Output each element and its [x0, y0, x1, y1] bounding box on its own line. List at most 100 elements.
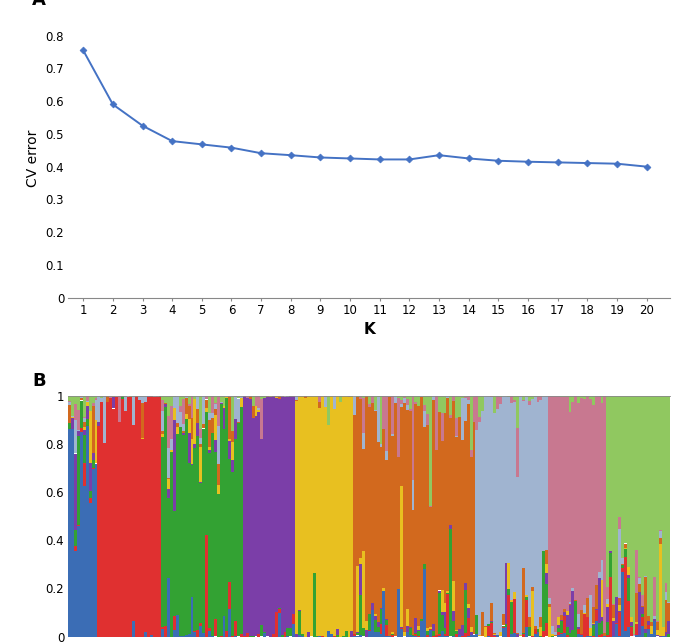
- Bar: [373, 396, 377, 410]
- Bar: [568, 604, 571, 605]
- Bar: [508, 396, 510, 397]
- Bar: [656, 635, 659, 637]
- Bar: [484, 396, 487, 626]
- Bar: [182, 636, 185, 637]
- Bar: [275, 611, 278, 637]
- Bar: [601, 617, 603, 621]
- Bar: [92, 468, 94, 469]
- Bar: [644, 396, 647, 575]
- Bar: [560, 397, 563, 615]
- Bar: [429, 627, 432, 629]
- Bar: [217, 396, 220, 397]
- Bar: [153, 397, 156, 637]
- Bar: [147, 396, 150, 397]
- Bar: [228, 582, 231, 608]
- Bar: [475, 430, 478, 615]
- Bar: [161, 437, 164, 627]
- Bar: [470, 635, 473, 637]
- Bar: [621, 568, 624, 572]
- Bar: [528, 627, 531, 637]
- Bar: [86, 401, 89, 402]
- Bar: [563, 616, 566, 633]
- Bar: [592, 396, 594, 404]
- Bar: [508, 589, 510, 595]
- Bar: [292, 624, 295, 637]
- Bar: [464, 583, 466, 590]
- Bar: [644, 633, 647, 637]
- Bar: [406, 633, 408, 637]
- Bar: [194, 631, 196, 632]
- Bar: [141, 403, 144, 439]
- Bar: [222, 408, 226, 429]
- Bar: [470, 457, 473, 626]
- Bar: [440, 413, 443, 440]
- Bar: [473, 422, 475, 635]
- Bar: [254, 396, 257, 406]
- Bar: [545, 564, 548, 573]
- Bar: [656, 622, 659, 630]
- Bar: [661, 627, 664, 636]
- Bar: [92, 469, 94, 637]
- Bar: [406, 396, 408, 399]
- Bar: [121, 399, 124, 637]
- Bar: [71, 429, 75, 637]
- Bar: [501, 613, 505, 626]
- Bar: [478, 635, 482, 637]
- Bar: [135, 397, 138, 637]
- Bar: [205, 408, 208, 412]
- Bar: [516, 428, 519, 477]
- Bar: [510, 396, 513, 403]
- Bar: [513, 633, 516, 637]
- Bar: [382, 592, 385, 637]
- Bar: [234, 439, 237, 621]
- Bar: [310, 396, 313, 637]
- Bar: [385, 636, 389, 637]
- Bar: [653, 616, 656, 619]
- Bar: [179, 406, 182, 412]
- Bar: [406, 410, 408, 610]
- Bar: [638, 592, 641, 635]
- Bar: [330, 396, 333, 634]
- Bar: [391, 631, 394, 633]
- Bar: [647, 621, 650, 625]
- Bar: [644, 629, 647, 633]
- Bar: [609, 552, 612, 577]
- Bar: [583, 399, 586, 606]
- Bar: [168, 489, 170, 498]
- Bar: [176, 396, 179, 423]
- Bar: [440, 615, 443, 631]
- Bar: [263, 398, 266, 632]
- Bar: [199, 448, 202, 482]
- Bar: [536, 632, 540, 637]
- Bar: [659, 538, 661, 544]
- Bar: [563, 609, 566, 613]
- Bar: [624, 548, 627, 557]
- Bar: [589, 399, 592, 595]
- Bar: [464, 399, 466, 421]
- Bar: [214, 619, 217, 637]
- Bar: [112, 396, 115, 397]
- Bar: [621, 396, 624, 558]
- Bar: [333, 396, 336, 409]
- Bar: [466, 404, 470, 604]
- Bar: [391, 634, 394, 635]
- Bar: [659, 396, 661, 530]
- Bar: [412, 480, 415, 511]
- Bar: [624, 396, 627, 543]
- Bar: [83, 418, 86, 422]
- Bar: [592, 625, 594, 636]
- Bar: [83, 462, 86, 486]
- Bar: [638, 584, 641, 592]
- Bar: [618, 598, 621, 605]
- Bar: [327, 631, 330, 637]
- Bar: [668, 621, 670, 635]
- Bar: [68, 430, 71, 637]
- Bar: [641, 396, 644, 595]
- Bar: [429, 507, 432, 627]
- Bar: [71, 418, 75, 429]
- Bar: [182, 424, 185, 431]
- Bar: [92, 406, 94, 453]
- Bar: [161, 629, 164, 637]
- Bar: [653, 396, 656, 577]
- Bar: [257, 410, 261, 412]
